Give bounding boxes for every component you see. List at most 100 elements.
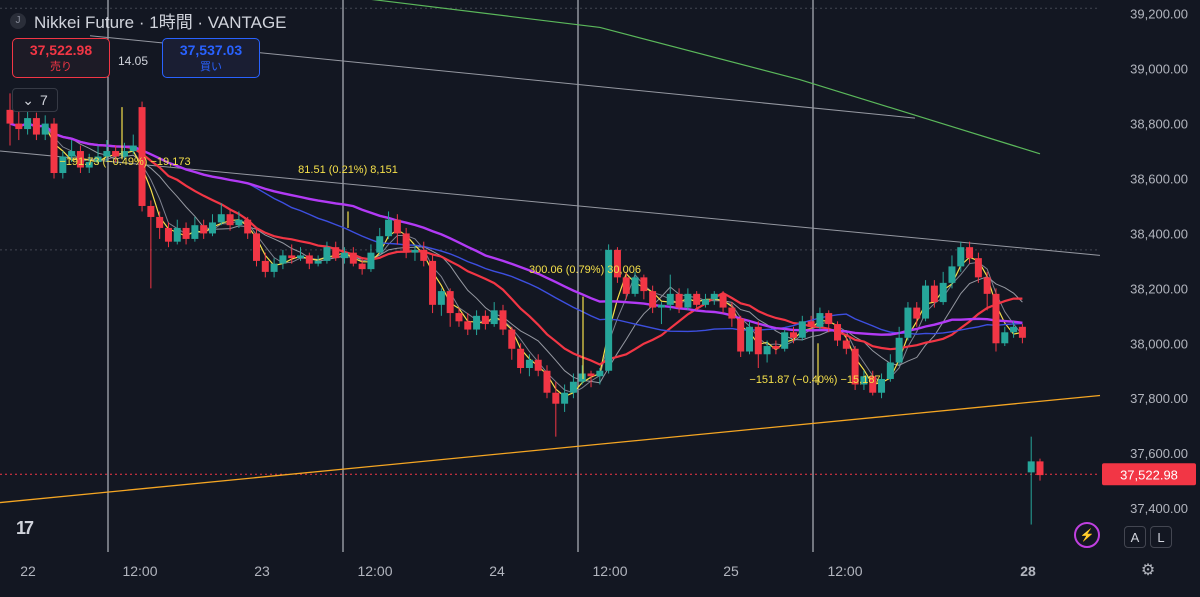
x-tick-label: 28 [1020, 563, 1036, 579]
candle [939, 271, 947, 305]
candle-body [446, 291, 454, 314]
candle-body [922, 285, 930, 319]
candle-body [552, 392, 560, 404]
buy-price: 37,537.03 [179, 42, 243, 58]
candle-body [895, 337, 903, 363]
candle-body [816, 313, 824, 327]
candle [974, 252, 982, 283]
candle [684, 288, 692, 311]
candle [376, 227, 384, 256]
candle-body [957, 247, 965, 267]
candle [631, 271, 639, 297]
candle [605, 244, 613, 374]
candle [420, 241, 428, 267]
candle [164, 222, 172, 248]
candle-body [930, 285, 938, 303]
candle-body [842, 340, 850, 349]
y-tick-label: 38,000.00 [1130, 336, 1188, 351]
candle-body [508, 329, 516, 349]
candle [869, 370, 877, 396]
candle-body [631, 277, 639, 294]
candle-body [851, 348, 859, 385]
candle-body [323, 247, 331, 261]
candle [147, 200, 155, 289]
indicators-toggle[interactable]: ⌄ 7 [12, 88, 58, 112]
candle-body [490, 310, 498, 325]
candle-body [754, 326, 762, 355]
candle-body [983, 277, 991, 294]
candle [693, 291, 701, 311]
candle [68, 140, 76, 163]
candle-body [992, 293, 1000, 344]
candle-body [129, 145, 137, 152]
candle-body [261, 260, 269, 272]
candle [754, 321, 762, 368]
candle-body [217, 214, 225, 223]
candle-body [737, 318, 745, 352]
candle [842, 335, 850, 355]
candle [393, 214, 401, 245]
buy-button[interactable]: 37,537.03 買い [162, 38, 260, 78]
candle-body [208, 222, 216, 234]
candle [569, 373, 577, 399]
candle-body [807, 321, 815, 327]
candle-body [385, 219, 393, 237]
candle-body [772, 346, 780, 349]
candle-body [411, 249, 419, 253]
candle [983, 271, 991, 311]
candle-body [173, 227, 181, 242]
candle-body [561, 392, 569, 404]
candle [490, 302, 498, 327]
candle [59, 151, 67, 179]
candle [305, 252, 313, 270]
candle [32, 112, 40, 141]
candle-body [666, 293, 674, 305]
candle [217, 203, 225, 226]
candle-body [745, 326, 753, 352]
candle-body [543, 370, 551, 393]
candle [402, 227, 410, 259]
candle [297, 247, 305, 261]
candle [226, 208, 234, 231]
auto-scale-button[interactable]: A [1124, 526, 1146, 548]
sell-label: 売り [50, 61, 72, 73]
candle [878, 373, 886, 399]
current-price-tag [1102, 463, 1196, 486]
candle [561, 384, 569, 412]
candle [640, 274, 648, 300]
candle-body [1001, 332, 1009, 344]
log-scale-button[interactable]: L [1150, 526, 1172, 548]
candle-body [860, 376, 868, 385]
candle [763, 340, 771, 363]
chart-title[interactable]: J Nikkei Future · 1時間 · VANTAGE [10, 8, 287, 33]
tradingview-logo-icon[interactable]: 17 [16, 518, 34, 538]
candle-body [376, 236, 384, 253]
candle [288, 244, 296, 264]
candle-body [358, 263, 366, 270]
candle [120, 142, 128, 160]
candle [675, 288, 683, 314]
candle-body [182, 227, 190, 239]
candle [596, 368, 604, 385]
candle-body [578, 373, 586, 382]
ma-red [9, 122, 1023, 366]
settings-gear-icon[interactable]: ⚙ [1140, 562, 1156, 579]
sell-button[interactable]: 37,522.98 売り [12, 38, 110, 78]
candle-body [288, 255, 296, 259]
chart-title-text: Nikkei Future · 1時間 · VANTAGE [34, 13, 287, 32]
candle-body [59, 156, 67, 174]
candle-body [886, 362, 894, 379]
candle [1036, 458, 1044, 481]
candle-body [305, 255, 313, 264]
lightning-alert-icon[interactable]: ⚡ [1074, 522, 1100, 548]
candle-body [112, 151, 120, 157]
candle [904, 302, 912, 341]
candle [957, 241, 965, 272]
measure-label: −191.73 (−0.49%) −19,173 [59, 156, 190, 168]
candle-body [455, 313, 463, 322]
candle-body [878, 378, 886, 393]
candle [173, 219, 181, 245]
measure-label: −151.87 (−0.40%) −15,187 [749, 374, 880, 386]
